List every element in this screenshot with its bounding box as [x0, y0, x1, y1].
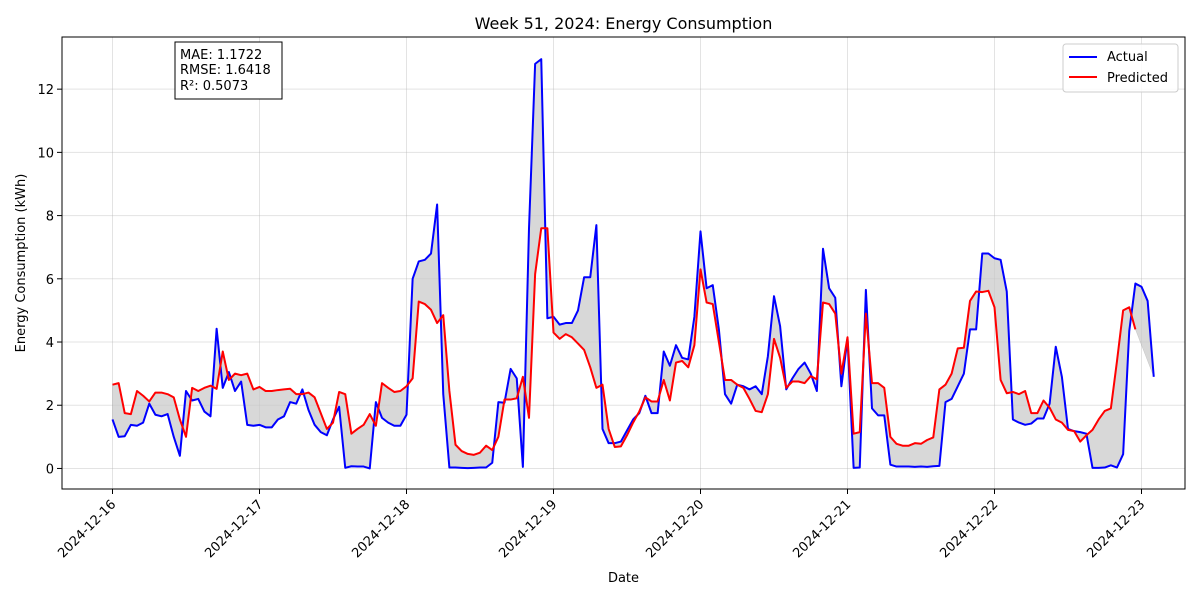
plot-frame: [61, 36, 1186, 490]
y-tick-label: 8: [46, 210, 54, 225]
y-tick-label: 6: [46, 273, 54, 288]
y-tick-label: 4: [46, 336, 54, 351]
y-tick-label: 12: [37, 83, 54, 98]
metrics-box: MAE: 1.1722 RMSE: 1.6418 R²: 0.5073: [174, 41, 283, 100]
series-line-actual: [111, 58, 1155, 470]
metric-rmse: RMSE: 1.6418: [180, 63, 271, 78]
metric-mae: MAE: 1.1722: [180, 48, 262, 63]
series-line-predicted: [112, 227, 1137, 456]
y-axis: 0 2 4 6 8 10 12: [37, 83, 62, 477]
x-axis-label: Date: [608, 571, 639, 586]
y-tick-label: 0: [46, 462, 54, 477]
y-axis-label: Energy Consumption (kWh): [14, 174, 29, 353]
legend-label-predicted: Predicted: [1107, 71, 1168, 86]
y-tick-label: 2: [46, 399, 54, 414]
chart-title: Week 51, 2024: Energy Consumption: [475, 14, 773, 33]
y-tick-label: 10: [37, 146, 54, 161]
metric-r2: R²: 0.5073: [180, 79, 248, 94]
legend-label-actual: Actual: [1107, 50, 1148, 65]
legend: Actual Predicted: [1062, 43, 1179, 93]
